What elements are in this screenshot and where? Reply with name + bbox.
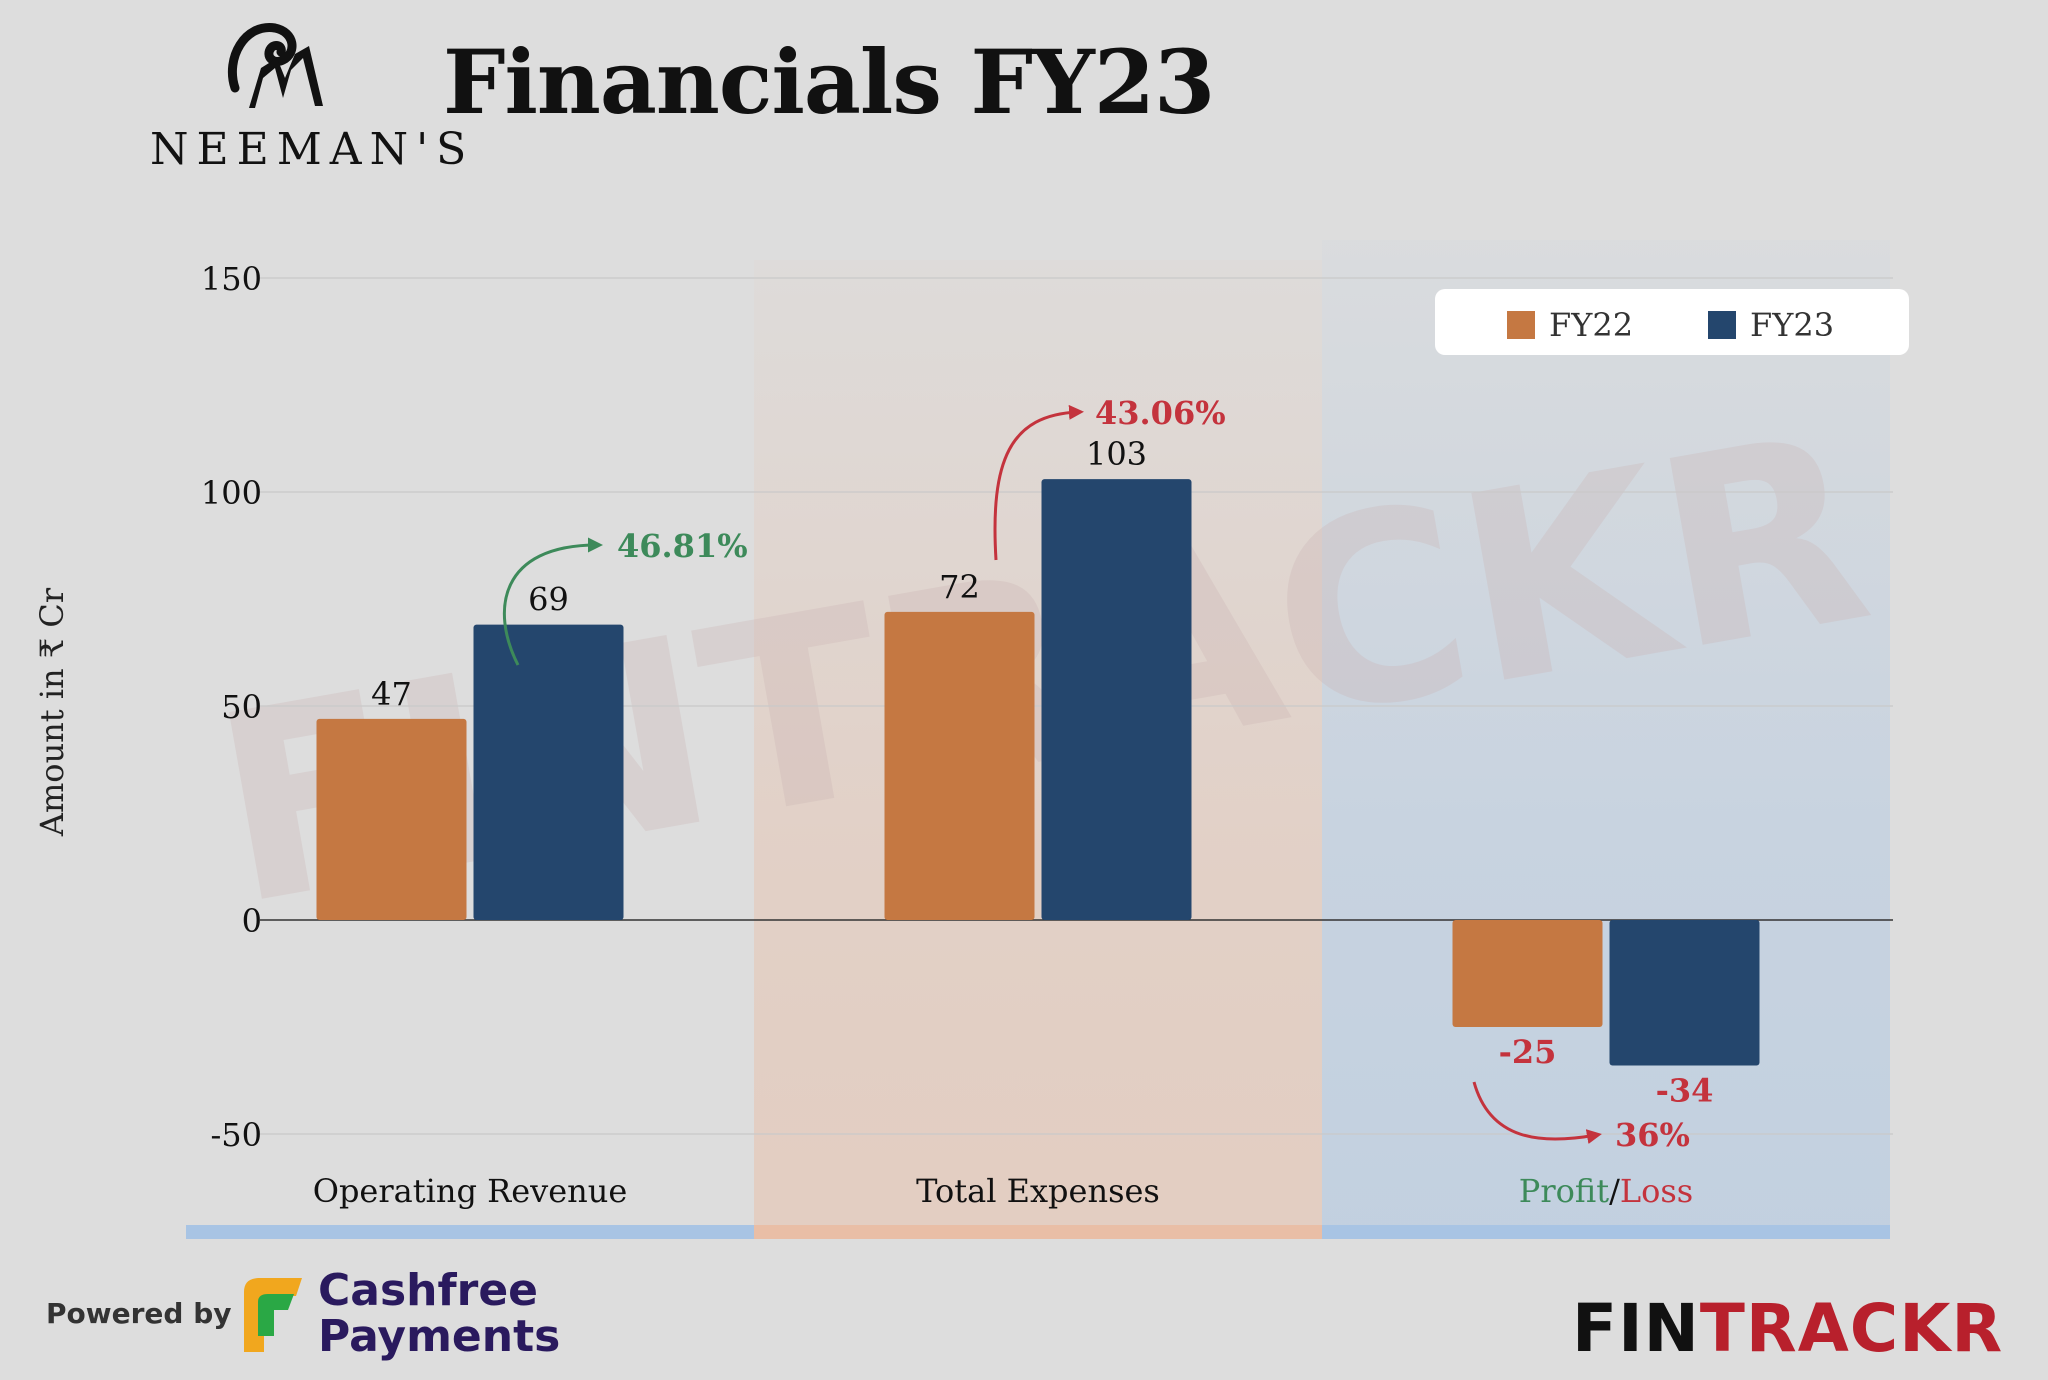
growth-arrow	[1472, 1081, 1602, 1144]
x-category-label-part: Loss	[1620, 1172, 1693, 1210]
x-category-label-part: Total Expenses	[916, 1172, 1160, 1210]
brand-wordmark: NEEMAN'S	[150, 124, 475, 175]
growth-arrow	[993, 404, 1084, 561]
y-tick-label: 150	[201, 260, 262, 298]
legend-label-fy22: FY22	[1549, 306, 1634, 344]
x-category-label-part: Operating Revenue	[313, 1172, 628, 1210]
growth-annotation: 36%	[1615, 1116, 1690, 1154]
bar-fy22	[316, 718, 467, 920]
category-underline	[186, 1225, 754, 1239]
cashfree-word-line2: Payments	[318, 1311, 561, 1362]
data-label: 72	[939, 568, 980, 606]
growth-annotation: 43.06%	[1095, 394, 1226, 432]
y-axis-label: Amount in ₹ Cr	[33, 587, 71, 837]
data-label: -25	[1499, 1033, 1557, 1071]
bar-fy23	[1609, 920, 1760, 1066]
category-underline	[1322, 1225, 1890, 1239]
fintrackr-logo-part1: FIN	[1572, 1290, 1700, 1367]
cashfree-wordmark: Cashfree Payments	[318, 1268, 560, 1360]
legend-label-fy23: FY23	[1750, 306, 1835, 344]
cashfree-word-line1: Cashfree	[318, 1265, 539, 1316]
fintrackr-logo: FINTRACKR	[1572, 1290, 2003, 1367]
bar-fy22	[1452, 920, 1603, 1027]
bar-fy22	[884, 611, 1035, 920]
y-tick-label: 50	[221, 688, 262, 726]
category-underline	[754, 1225, 1322, 1239]
chart-legend: FY22 FY23	[1435, 289, 1909, 355]
legend-swatch-fy22	[1507, 311, 1535, 339]
fintrackr-logo-part2: TRACKR	[1699, 1290, 2004, 1367]
x-category-label-part: /	[1609, 1172, 1620, 1210]
x-category-label: Profit/Loss	[1519, 1172, 1693, 1210]
x-category-label: Total Expenses	[916, 1172, 1160, 1210]
growth-annotation: 46.81%	[617, 527, 748, 565]
x-category-label-part: Profit	[1519, 1172, 1609, 1210]
y-tick-label: -50	[210, 1116, 262, 1154]
panel-profit-loss	[1322, 240, 1890, 1225]
powered-by-label: Powered by	[46, 1297, 232, 1330]
data-label: 47	[371, 675, 412, 713]
bar-fy23	[473, 624, 624, 920]
bar-fy23	[1041, 479, 1192, 920]
ram-logo-icon	[227, 23, 323, 108]
x-category-label: Operating Revenue	[313, 1172, 628, 1210]
cashfree-logo-icon	[244, 1278, 302, 1352]
legend-swatch-fy23	[1708, 311, 1736, 339]
legend-item-fy23: FY23	[1708, 306, 1834, 344]
y-tick-label: 0	[242, 902, 262, 940]
data-label: 69	[528, 581, 569, 619]
page-title: Financials FY23	[443, 30, 1215, 134]
data-label: -34	[1656, 1072, 1714, 1110]
data-label: 103	[1086, 435, 1147, 473]
y-tick-label: 100	[201, 474, 262, 512]
growth-arrow	[502, 537, 603, 666]
legend-item-fy22: FY22	[1507, 306, 1633, 344]
